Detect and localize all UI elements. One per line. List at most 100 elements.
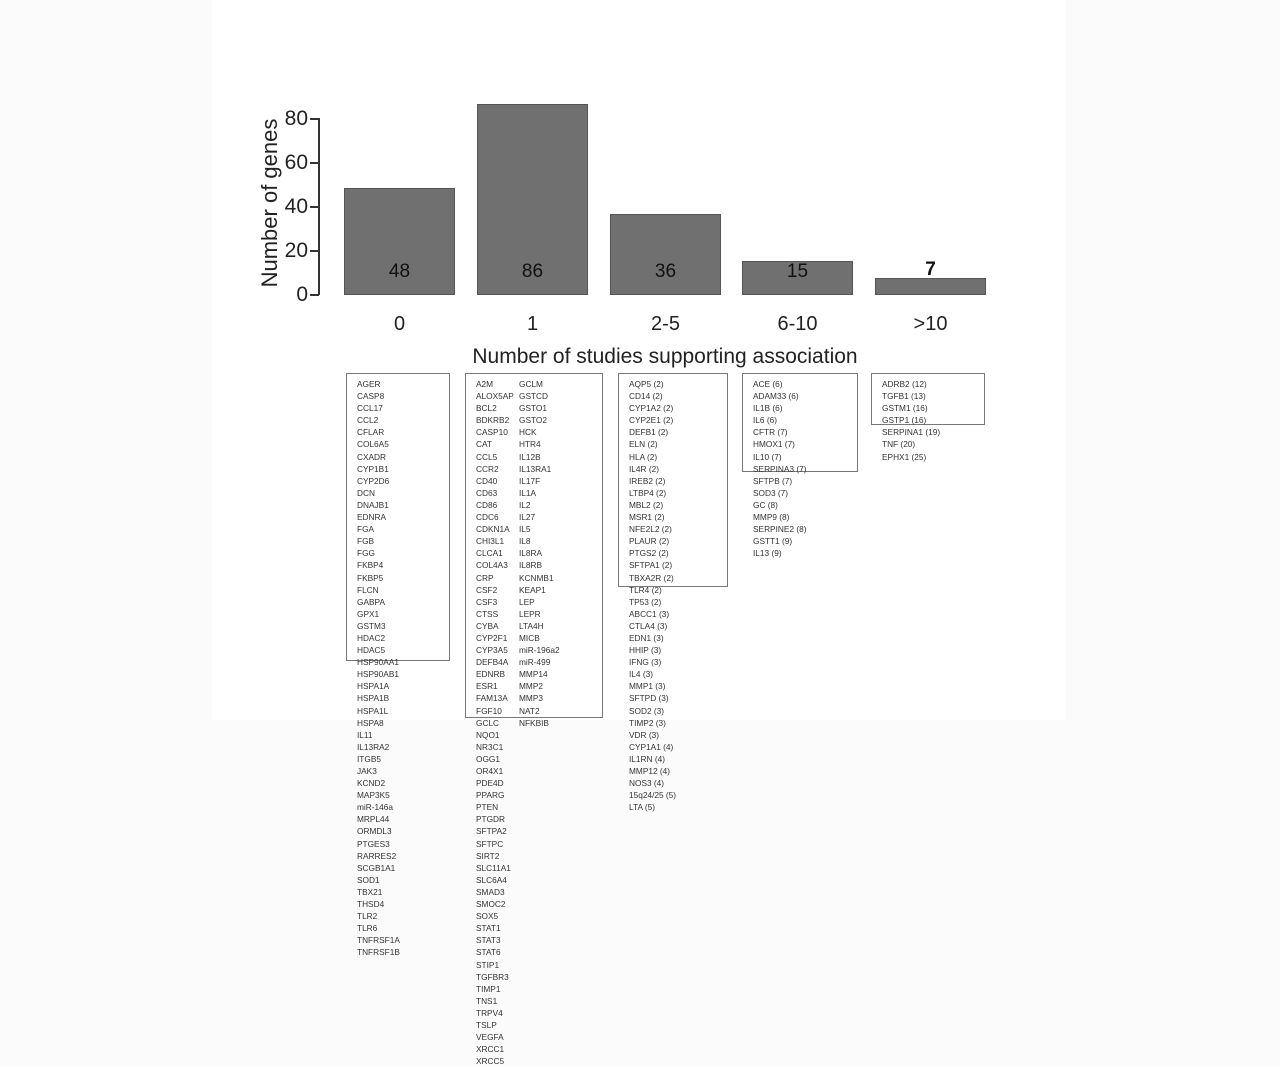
gene-column: SERPINA1 (19) TNF (20) EPHX1 (25)	[882, 426, 940, 462]
gene-name: HCK	[519, 427, 537, 438]
gene-name: CDKN1A	[476, 524, 510, 535]
gene-name: MMP1 (3)	[629, 681, 666, 692]
y-tick-label: 40	[284, 195, 308, 218]
gene-name: CASP10	[476, 427, 508, 438]
gene-name: BDKRB2	[476, 415, 510, 426]
gene-name: LTA4H	[519, 620, 544, 631]
gene-name: XRCC1	[476, 1044, 505, 1055]
gene-name: TNFRSF1B	[357, 947, 400, 958]
gene-name: CYP2F1	[476, 632, 508, 643]
gene-name: AQP5 (2)	[629, 379, 664, 389]
gene-name: TLR6	[357, 923, 378, 934]
gene-list-box-6-10-studies: ACE (6) ADAM33 (6) IL1B (6) IL6 (6) CFTR (7)…	[742, 373, 858, 558]
gene-name: IL1A	[519, 487, 537, 498]
gene-name: FGB	[357, 536, 375, 547]
gene-name: STAT3	[476, 935, 501, 946]
gene-name: MMP2	[519, 681, 543, 692]
gene-name: SLC11A1	[476, 862, 511, 873]
gene-name: SFTPC	[476, 838, 504, 849]
gene-name: MMP12 (4)	[629, 766, 671, 776]
gene-name: LEPR	[519, 608, 541, 619]
gene-name: KCNMB1	[519, 572, 554, 583]
gene-name: GSTCD	[519, 391, 549, 402]
gene-name: GSTO2	[519, 415, 547, 426]
gene-name: IL8RA	[519, 548, 543, 559]
gene-name: CTSS	[476, 608, 499, 619]
gene-name: PDE4D	[476, 778, 504, 789]
gene-name: IL4R (2)	[629, 463, 659, 474]
gene-name: SMOC2	[476, 899, 506, 910]
gene-name: PTGDR	[476, 814, 506, 825]
gene-name: BCL2	[476, 403, 497, 414]
gene-name: ORMDL3	[357, 826, 392, 837]
gene-name: ABCC1 (3)	[629, 608, 670, 619]
gene-name: HMOX1 (7)	[753, 439, 795, 450]
gene-column: GCLM GSTCD GSTO1 GSTO2 HCK HTR4 IL12B IL13RA1 IL…	[519, 378, 564, 729]
y-tick-label: 80	[284, 107, 308, 130]
gene-name: PTGES3	[357, 838, 390, 849]
gene-name: CSF2	[476, 584, 498, 595]
gene-name: PTGS2 (2)	[629, 548, 669, 559]
gene-name: TNFRSF1A	[357, 935, 400, 946]
gene-name: miR-146a	[357, 802, 393, 813]
gene-name: CD86	[476, 499, 498, 510]
gene-name: TP53 (2)	[629, 596, 662, 607]
bar-1	[477, 104, 588, 295]
gene-column: ADRB2 (12) TGFB1 (13) GSTM1 (16) GSTP1 (16)	[882, 378, 928, 426]
gene-name: OR4X1	[476, 766, 504, 776]
gene-name: KEAP1	[519, 584, 546, 595]
gene-name: NFE2L2 (2)	[629, 524, 672, 535]
y-tick	[310, 162, 319, 164]
gene-name: SFTPB (7)	[753, 475, 793, 486]
gene-name: STIP1	[476, 959, 500, 970]
gene-column: ACE (6) ADAM33 (6) IL1B (6) IL6 (6) CFTR (7)…	[753, 378, 807, 475]
gene-name: XRCC5	[476, 1056, 505, 1067]
y-tick	[310, 250, 319, 252]
gene-name: IL4 (3)	[629, 669, 653, 680]
y-tick	[310, 294, 319, 296]
bar-6-10	[742, 261, 853, 295]
gene-name: IL5	[519, 524, 531, 535]
gene-name: VDR (3)	[629, 729, 659, 740]
gene-name: IL17F	[519, 475, 541, 486]
gene-name: EDNRB	[476, 669, 506, 680]
y-tick	[310, 118, 319, 120]
gene-name: 15q24/25 (5)	[629, 790, 677, 801]
gene-name: DNAJB1	[357, 499, 389, 510]
gene-name: FKBP4	[357, 560, 384, 571]
x-category-label: >10	[913, 313, 948, 335]
x-category-label: 1	[526, 313, 539, 335]
gene-name: SOD2 (3)	[629, 705, 665, 716]
gene-name: MBL2 (2)	[629, 499, 664, 510]
gene-name: VEGFA	[476, 1032, 504, 1043]
gene-name: IL10 (7)	[753, 451, 782, 462]
gene-name: PPARG	[476, 790, 505, 801]
gene-name: EDNRA	[357, 512, 387, 523]
gene-name: ACE (6)	[753, 379, 783, 389]
gene-name: PLAUR (2)	[629, 536, 670, 547]
bar-value-label: 86	[521, 261, 544, 282]
gene-name: IL1B (6)	[753, 403, 783, 414]
gene-name: TIMP2 (3)	[629, 717, 666, 728]
gene-name: SERPINA3 (7)	[753, 463, 807, 474]
gene-name: IL13RA1	[519, 463, 552, 474]
gene-name: SOD3 (7)	[753, 487, 789, 498]
gene-name: STAT6	[476, 947, 501, 958]
gene-name: MMP9 (8)	[753, 512, 790, 523]
gene-name: TNF (20)	[882, 439, 916, 450]
gene-name: IL13 (9)	[753, 548, 782, 559]
bar-value-label: 36	[654, 261, 677, 282]
gene-name: GCLC	[476, 717, 500, 728]
gene-name: ELN (2)	[629, 439, 658, 450]
gene-name: LTBP4 (2)	[629, 487, 667, 498]
gene-name: CLCA1	[476, 548, 503, 559]
gene-name: DEFB4A	[476, 657, 509, 668]
bar-value-label: 7	[925, 259, 936, 280]
x-category-label: 2-5	[651, 313, 680, 335]
gene-name: SOD1	[357, 874, 380, 885]
gene-name: FGA	[357, 524, 375, 535]
gene-name: DCN	[357, 487, 375, 498]
gene-name: CYP1A1 (4)	[629, 741, 674, 752]
gene-name: SFTPA1 (2)	[629, 560, 673, 571]
gene-name: FAM13A	[476, 693, 508, 704]
